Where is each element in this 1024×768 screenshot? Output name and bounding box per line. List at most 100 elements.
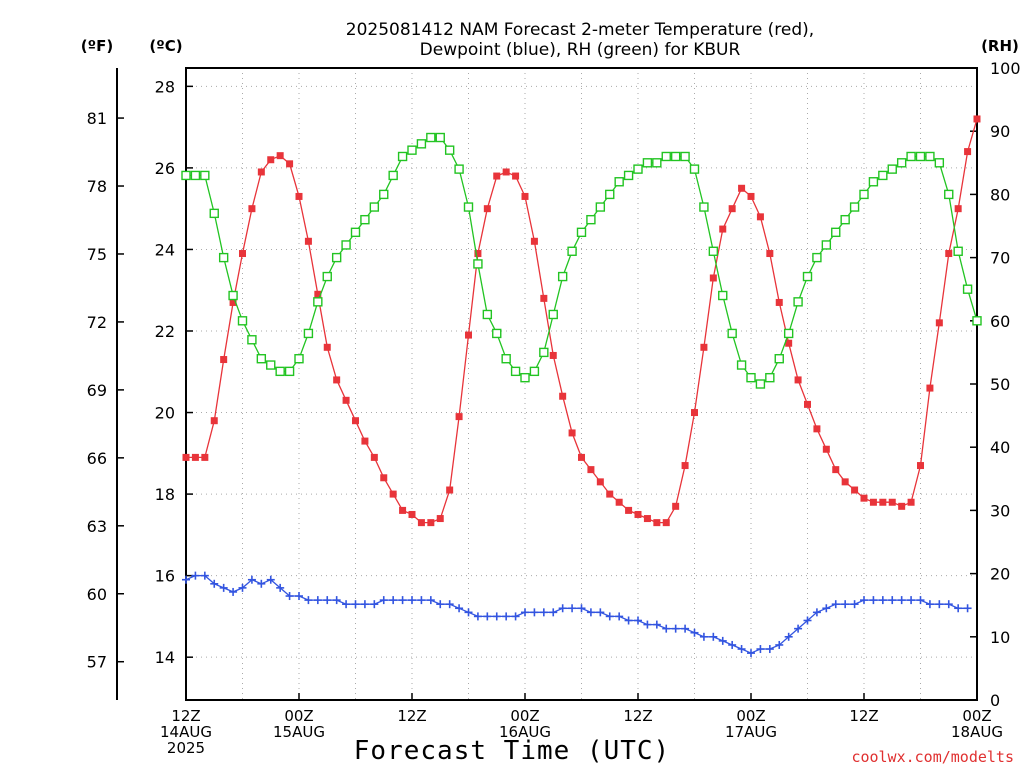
dewpoint-line	[185, 574, 968, 654]
rh-point	[539, 347, 549, 358]
rh-point	[576, 227, 587, 238]
temperature-point	[719, 225, 727, 233]
temperature-point	[408, 510, 416, 518]
tick-labels: 57 60 63 66 69 72 75 78 81 14 16 18 20 22 24 26 28 0 10 20 3…	[87, 59, 1021, 757]
rh-point	[727, 328, 737, 339]
celsius-tick-label: 14	[155, 648, 175, 667]
temperature-point	[559, 392, 567, 400]
celsius-tick-label: 28	[155, 77, 175, 96]
dewpoint-point	[313, 596, 322, 605]
dewpoint-point	[803, 616, 812, 625]
temperature-point	[587, 466, 595, 474]
rh-tick-label: 50	[990, 375, 1010, 394]
rh-point	[313, 297, 323, 307]
rh-point	[859, 189, 869, 200]
temperature-point	[775, 298, 783, 306]
dewpoint-point	[944, 600, 953, 609]
rh-point	[557, 271, 568, 282]
chart-title-line2: Dewpoint (blue), RH (green) for KBUR	[420, 40, 741, 60]
dewpoint-point	[869, 596, 878, 605]
rh-tick-label: 70	[990, 249, 1010, 268]
temperature-point	[370, 453, 378, 461]
rh-point	[699, 202, 709, 212]
temperature-point	[606, 490, 614, 498]
dewpoint-point	[935, 600, 944, 609]
temperature-point	[596, 478, 604, 486]
temperature-point	[860, 494, 868, 502]
temperature-point	[766, 250, 774, 258]
rh-point	[444, 145, 455, 155]
dewpoint-point	[916, 596, 925, 605]
dewpoint-point	[586, 608, 595, 617]
dewpoint-point	[756, 645, 765, 654]
dewpoint-point	[671, 624, 680, 633]
celsius-tick-label: 26	[155, 159, 175, 178]
rh-tick-label: 60	[990, 312, 1010, 331]
rh-point	[962, 284, 973, 294]
dewpoint-point	[511, 612, 520, 621]
temperature-point	[869, 498, 877, 506]
dewpoint-point	[436, 600, 445, 609]
dewpoint-point	[182, 575, 190, 584]
x-tick-label: 00Z	[962, 707, 991, 725]
rh-point	[407, 145, 417, 155]
temperature-point	[578, 453, 585, 461]
dewpoint-point	[558, 604, 567, 613]
x-tick-label: 17AUG	[725, 723, 777, 741]
temperature-point	[926, 384, 934, 392]
dewpoint-point	[765, 645, 774, 654]
rh-point	[953, 246, 963, 256]
temperature-point	[361, 437, 369, 445]
dewpoint-point	[276, 583, 285, 592]
fahrenheit-tick-label: 69	[87, 381, 107, 400]
dewpoint-point	[417, 596, 426, 605]
dewpoint-point	[266, 575, 275, 584]
temperature-point	[907, 498, 915, 506]
rh-point	[463, 202, 474, 212]
temperature-point	[672, 502, 680, 510]
celsius-tick-label: 24	[155, 240, 175, 259]
rh-point	[849, 202, 860, 212]
rh-point	[492, 328, 502, 339]
celsius-axis-unit: (ºC)	[149, 37, 182, 55]
temperature-point	[822, 445, 830, 453]
dewpoint-point	[690, 628, 699, 637]
temperature-point	[964, 148, 972, 156]
temperature-line	[186, 118, 978, 524]
rh-point	[868, 177, 879, 187]
temperature-point	[747, 192, 755, 200]
dewpoint-point	[718, 636, 727, 645]
dewpoint-point	[831, 600, 840, 609]
dewpoint-point	[445, 600, 454, 609]
temperature-point	[210, 417, 218, 425]
x-tick-label: 15AUG	[273, 723, 325, 741]
dewpoint-point	[643, 620, 652, 629]
dewpoint-point	[219, 583, 228, 592]
axes	[116, 67, 978, 701]
dewpoint-point	[257, 579, 266, 588]
x-tick-label: 00Z	[284, 707, 313, 725]
temperature-point	[417, 519, 425, 527]
temperature-point	[662, 519, 670, 527]
temperature-point	[342, 396, 350, 404]
dewpoint-point	[229, 587, 238, 596]
rh-point	[228, 290, 238, 301]
dewpoint-point	[860, 596, 868, 605]
rh-tick-label: 30	[990, 501, 1010, 520]
fahrenheit-tick-label: 78	[87, 177, 107, 196]
rh-point	[840, 214, 850, 225]
temperature-point	[493, 172, 501, 180]
rh-point	[331, 252, 342, 263]
rh-line	[186, 136, 978, 385]
x-tick-label: 00Z	[736, 707, 765, 725]
rh-point	[746, 372, 756, 383]
rh-axis-unit: (RH)	[981, 37, 1019, 55]
x-tick-label: 16AUG	[499, 723, 551, 741]
dewpoint-point	[963, 604, 972, 613]
temperature-point	[851, 486, 859, 494]
temperature-point	[220, 356, 228, 364]
rh-point	[595, 202, 606, 212]
temperature-point	[804, 400, 811, 408]
dewpoint-point	[483, 612, 492, 621]
rh-point	[831, 227, 841, 238]
